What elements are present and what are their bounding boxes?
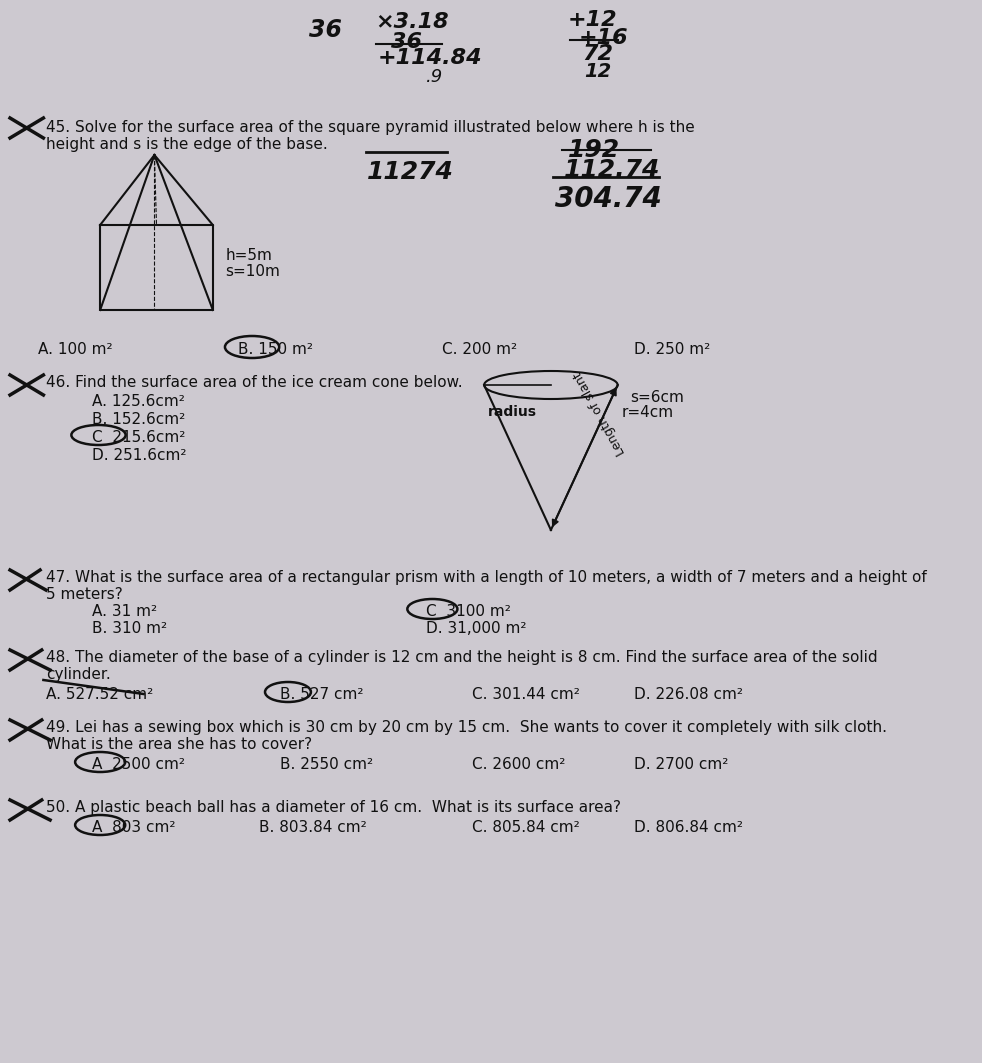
Text: D. 31,000 m²: D. 31,000 m² [425, 621, 526, 636]
Text: B. 152.6cm²: B. 152.6cm² [91, 412, 185, 427]
Text: D. 250 m²: D. 250 m² [634, 342, 711, 357]
Text: radius: radius [488, 405, 537, 419]
Text: .9: .9 [425, 68, 443, 86]
Text: 46. Find the surface area of the ice cream cone below.: 46. Find the surface area of the ice cre… [46, 375, 463, 390]
Text: 47. What is the surface area of a rectangular prism with a length of 10 meters, : 47. What is the surface area of a rectan… [46, 570, 927, 585]
Text: 72: 72 [582, 44, 614, 64]
Text: +114.84: +114.84 [378, 48, 483, 68]
Text: B. 310 m²: B. 310 m² [91, 621, 167, 636]
Text: D. 806.84 cm²: D. 806.84 cm² [634, 820, 743, 836]
Text: What is the area she has to cover?: What is the area she has to cover? [46, 737, 312, 752]
Text: B. 150 m²: B. 150 m² [238, 342, 313, 357]
Text: C. 805.84 cm²: C. 805.84 cm² [471, 820, 579, 836]
Text: height and s is the edge of the base.: height and s is the edge of the base. [46, 137, 328, 152]
Text: C. 301.44 cm²: C. 301.44 cm² [471, 687, 579, 702]
Text: C  215.6cm²: C 215.6cm² [91, 431, 186, 445]
Text: 36: 36 [391, 32, 421, 52]
Text: B. 2550 cm²: B. 2550 cm² [280, 757, 373, 772]
Text: A  803 cm²: A 803 cm² [91, 820, 176, 836]
Text: Length of slant: Length of slant [571, 369, 627, 457]
Text: D. 226.08 cm²: D. 226.08 cm² [634, 687, 743, 702]
Text: A. 100 m²: A. 100 m² [37, 342, 112, 357]
Text: C  3100 m²: C 3100 m² [425, 604, 511, 619]
Text: 45. Solve for the surface area of the square pyramid illustrated below where h i: 45. Solve for the surface area of the sq… [46, 120, 694, 135]
Text: 112.74: 112.74 [564, 158, 660, 182]
Text: A. 31 m²: A. 31 m² [91, 604, 157, 619]
Text: 5 meters?: 5 meters? [46, 587, 123, 602]
Text: 304.74: 304.74 [555, 185, 662, 213]
Text: h=5m: h=5m [225, 248, 272, 263]
Text: D. 2700 cm²: D. 2700 cm² [634, 757, 729, 772]
Text: 49. Lei has a sewing box which is 30 cm by 20 cm by 15 cm.  She wants to cover i: 49. Lei has a sewing box which is 30 cm … [46, 720, 887, 735]
Text: 11274: 11274 [367, 161, 454, 184]
Text: 50. A plastic beach ball has a diameter of 16 cm.  What is its surface area?: 50. A plastic beach ball has a diameter … [46, 800, 621, 815]
Text: +12: +12 [568, 10, 618, 30]
Text: C. 200 m²: C. 200 m² [442, 342, 518, 357]
Text: A. 527.52 cm²: A. 527.52 cm² [46, 687, 153, 702]
Text: cylinder.: cylinder. [46, 667, 111, 682]
Text: A  2500 cm²: A 2500 cm² [91, 757, 185, 772]
Text: 192: 192 [568, 138, 620, 162]
Text: 36: 36 [308, 18, 342, 43]
Text: B. 527 cm²: B. 527 cm² [280, 687, 363, 702]
Text: ×3.18: ×3.18 [375, 12, 449, 32]
Text: A. 125.6cm²: A. 125.6cm² [91, 394, 185, 409]
Text: 48. The diameter of the base of a cylinder is 12 cm and the height is 8 cm. Find: 48. The diameter of the base of a cylind… [46, 649, 878, 665]
Text: r=4cm: r=4cm [622, 405, 674, 420]
Text: C. 2600 cm²: C. 2600 cm² [471, 757, 565, 772]
Text: B. 803.84 cm²: B. 803.84 cm² [258, 820, 366, 836]
Text: +16: +16 [578, 28, 628, 48]
Text: 12: 12 [584, 62, 612, 81]
Text: D. 251.6cm²: D. 251.6cm² [91, 448, 187, 463]
Text: s=6cm: s=6cm [630, 390, 684, 405]
Text: s=10m: s=10m [225, 264, 280, 279]
